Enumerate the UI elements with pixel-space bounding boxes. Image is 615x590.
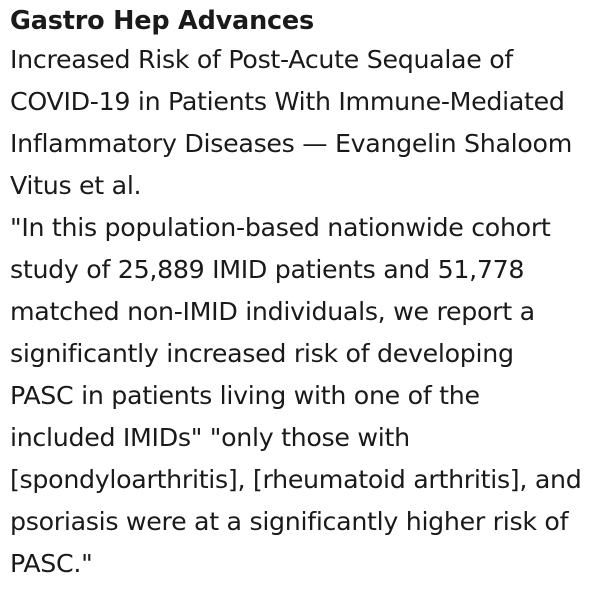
title-line: Vitus et al. (10, 171, 142, 200)
quote-line: matched non-IMID individuals, we report … (10, 297, 535, 326)
title-line: Increased Risk of Post-Acute Sequalae of (10, 45, 513, 74)
quote-line: study of 25,889 IMID patients and 51,778 (10, 255, 525, 284)
quote-line: PASC." (10, 549, 93, 578)
quote-line: "In this population-based nationwide coh… (10, 213, 551, 242)
post: Gastro Hep Advances Increased Risk of Po… (10, 3, 615, 585)
quote-line: psoriasis were at a significantly higher… (10, 507, 569, 536)
title-line: COVID-19 in Patients With Immune-Mediate… (10, 87, 565, 116)
quote-line: PASC in patients living with one of the (10, 381, 480, 410)
quote-line: significantly increased risk of developi… (10, 339, 514, 368)
quote-line: included IMIDs" "only those with (10, 423, 410, 452)
article-quote: "In this population-based nationwide coh… (10, 207, 615, 585)
article-title: Increased Risk of Post-Acute Sequalae of… (10, 39, 615, 207)
journal-name: Gastro Hep Advances (10, 6, 315, 36)
title-line: Inflammatory Diseases — Evangelin Shaloo… (10, 129, 573, 158)
quote-line: [spondyloarthritis], [rheumatoid arthrit… (10, 465, 582, 494)
